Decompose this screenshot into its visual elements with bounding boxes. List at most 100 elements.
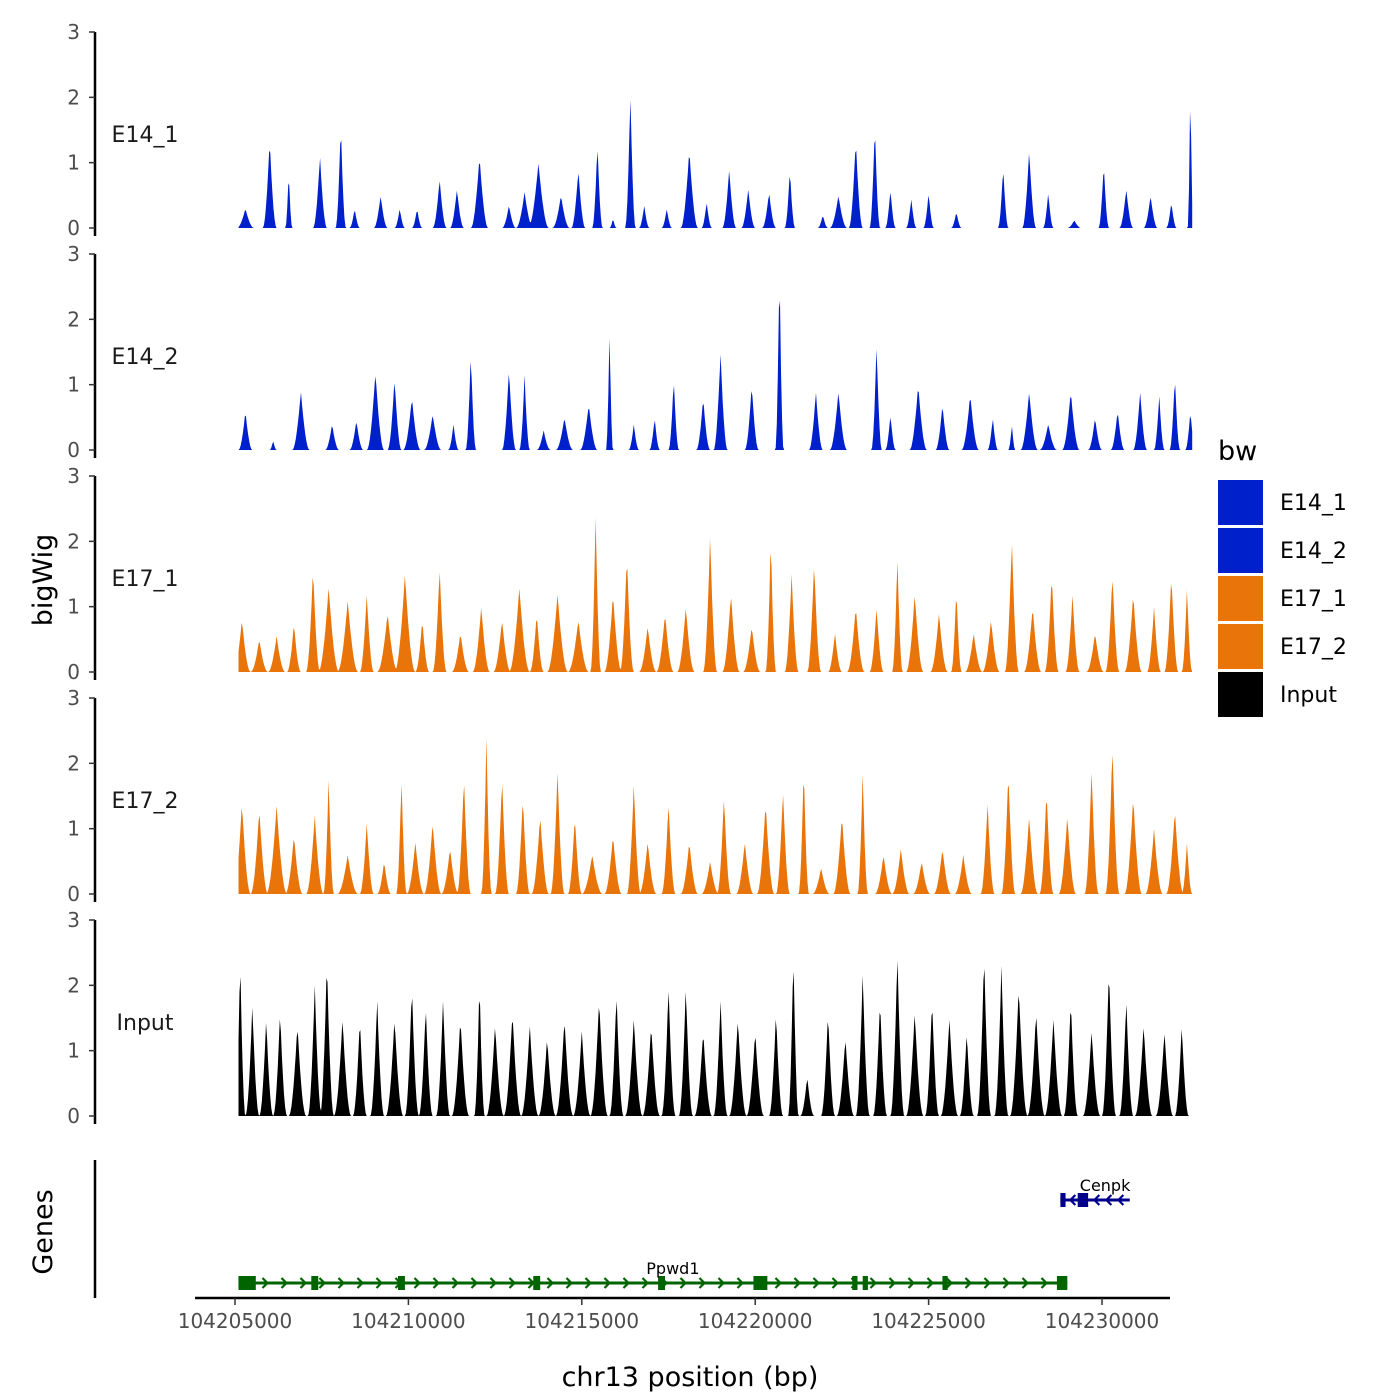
strand-arrow <box>413 1277 422 1289</box>
strand-arrow <box>1104 1194 1113 1206</box>
legend: bw E14_1 E14_2 E17_1 E17_2 Input <box>1218 436 1347 717</box>
x-tick-label: 104215000 <box>525 1309 640 1333</box>
y-tick-label: 3 <box>67 242 80 266</box>
signal-area-E17_2 <box>238 737 1193 894</box>
x-tick-label: 104210000 <box>351 1309 466 1333</box>
x-tick-label: 104205000 <box>178 1309 293 1333</box>
strand-arrow <box>812 1277 821 1289</box>
exon <box>397 1276 405 1290</box>
x-tick-label: 104225000 <box>871 1309 986 1333</box>
strand-arrow <box>831 1277 840 1289</box>
strand-arrow <box>356 1277 365 1289</box>
legend-item-E14_1: E14_1 <box>1218 480 1347 525</box>
exon <box>238 1276 256 1290</box>
genes-panel: 104205000 104210000 104215000 104220000 1042… <box>93 1160 1170 1333</box>
strand-arrow <box>1040 1277 1049 1289</box>
legend-swatch <box>1218 672 1263 717</box>
exon <box>311 1276 319 1290</box>
track-label-E17_1: E17_1 <box>112 567 179 592</box>
track-label-Input: Input <box>117 1011 174 1036</box>
legend-swatch <box>1218 528 1263 573</box>
strand-arrow <box>622 1277 631 1289</box>
y-tick-label: 0 <box>67 1104 80 1128</box>
signal-area-Input <box>238 960 1193 1116</box>
strand-arrow <box>1092 1194 1101 1206</box>
strand-arrow <box>280 1277 289 1289</box>
track-label-E17_2: E17_2 <box>112 789 179 814</box>
strand-arrow <box>337 1277 346 1289</box>
legend-swatch <box>1218 480 1263 525</box>
legend-swatch <box>1218 624 1263 669</box>
exon <box>533 1276 541 1290</box>
strand-arrow <box>1021 1277 1030 1289</box>
genes-axis-title: Genes <box>28 1189 59 1274</box>
legend-label: E17_2 <box>1280 635 1347 660</box>
exon <box>942 1276 948 1290</box>
strand-arrow <box>736 1277 745 1289</box>
y-tick-label: 3 <box>67 908 80 932</box>
gene-Ppwd1: Ppwd1 <box>238 1259 1068 1290</box>
strand-arrow <box>470 1277 479 1289</box>
strand-arrow <box>907 1277 916 1289</box>
y-tick-label: 0 <box>67 438 80 462</box>
strand-arrow <box>375 1277 384 1289</box>
y-tick-label: 1 <box>67 817 80 841</box>
y-tick-label: 1 <box>67 373 80 397</box>
x-tick-label: 104220000 <box>698 1309 813 1333</box>
strand-arrow <box>983 1277 992 1289</box>
strand-arrow <box>603 1277 612 1289</box>
strand-arrow <box>489 1277 498 1289</box>
strand-arrow <box>508 1277 517 1289</box>
gene-label-Ppwd1: Ppwd1 <box>646 1259 699 1278</box>
strand-arrow <box>945 1277 954 1289</box>
y-tick-label: 0 <box>67 216 80 240</box>
exon <box>1077 1193 1089 1207</box>
track-E17_1: 0 1 2 3 E17_1 <box>67 464 1193 684</box>
y-axis-title: bigWig <box>28 534 59 627</box>
y-tick-label: 3 <box>67 20 80 44</box>
gene-Cenpk: Cenpk <box>1060 1176 1131 1207</box>
strand-arrow <box>641 1277 650 1289</box>
y-tick-label: 0 <box>67 882 80 906</box>
strand-arrow <box>584 1277 593 1289</box>
strand-arrow <box>964 1277 973 1289</box>
y-tick-label: 3 <box>67 686 80 710</box>
strand-arrow <box>299 1277 308 1289</box>
strand-arrow <box>318 1277 327 1289</box>
legend-item-E17_2: E17_2 <box>1218 624 1347 669</box>
legend-label: E14_2 <box>1280 539 1347 564</box>
strand-arrow <box>432 1277 441 1289</box>
y-tick-label: 2 <box>67 751 80 775</box>
exon <box>1056 1276 1068 1290</box>
y-tick-label: 2 <box>67 307 80 331</box>
y-tick-label: 1 <box>67 1039 80 1063</box>
legend-swatch <box>1218 576 1263 621</box>
x-tick-label: 104230000 <box>1045 1309 1160 1333</box>
exon <box>862 1276 868 1290</box>
y-tick-label: 3 <box>67 464 80 488</box>
x-axis-title: chr13 position (bp) <box>562 1362 819 1393</box>
y-tick-label: 2 <box>67 529 80 553</box>
track-panels: 0 1 2 3 E14_1 0 1 2 3 E14_2 0 1 2 3 E17_1 0 1 2 3 E17_2 0 1 2 3… <box>67 20 1193 1128</box>
strand-arrow <box>774 1277 783 1289</box>
strand-arrow <box>717 1277 726 1289</box>
strand-arrow <box>869 1277 878 1289</box>
track-label-E14_2: E14_2 <box>112 345 179 370</box>
exon <box>852 1276 858 1290</box>
track-E14_1: 0 1 2 3 E14_1 <box>67 20 1193 240</box>
strand-arrow <box>679 1277 688 1289</box>
strand-arrow <box>451 1277 460 1289</box>
signal-area-E14_1 <box>238 99 1193 228</box>
track-E14_2: 0 1 2 3 E14_2 <box>67 242 1193 462</box>
signal-area-E14_2 <box>238 301 1193 450</box>
y-tick-label: 1 <box>67 151 80 175</box>
strand-arrow <box>793 1277 802 1289</box>
legend-label: E17_1 <box>1280 587 1347 612</box>
strand-arrow <box>888 1277 897 1289</box>
strand-arrow <box>261 1277 270 1289</box>
track-label-E14_1: E14_1 <box>112 123 179 148</box>
strand-arrow <box>565 1277 574 1289</box>
y-tick-label: 2 <box>67 85 80 109</box>
strand-arrow <box>1068 1194 1077 1206</box>
